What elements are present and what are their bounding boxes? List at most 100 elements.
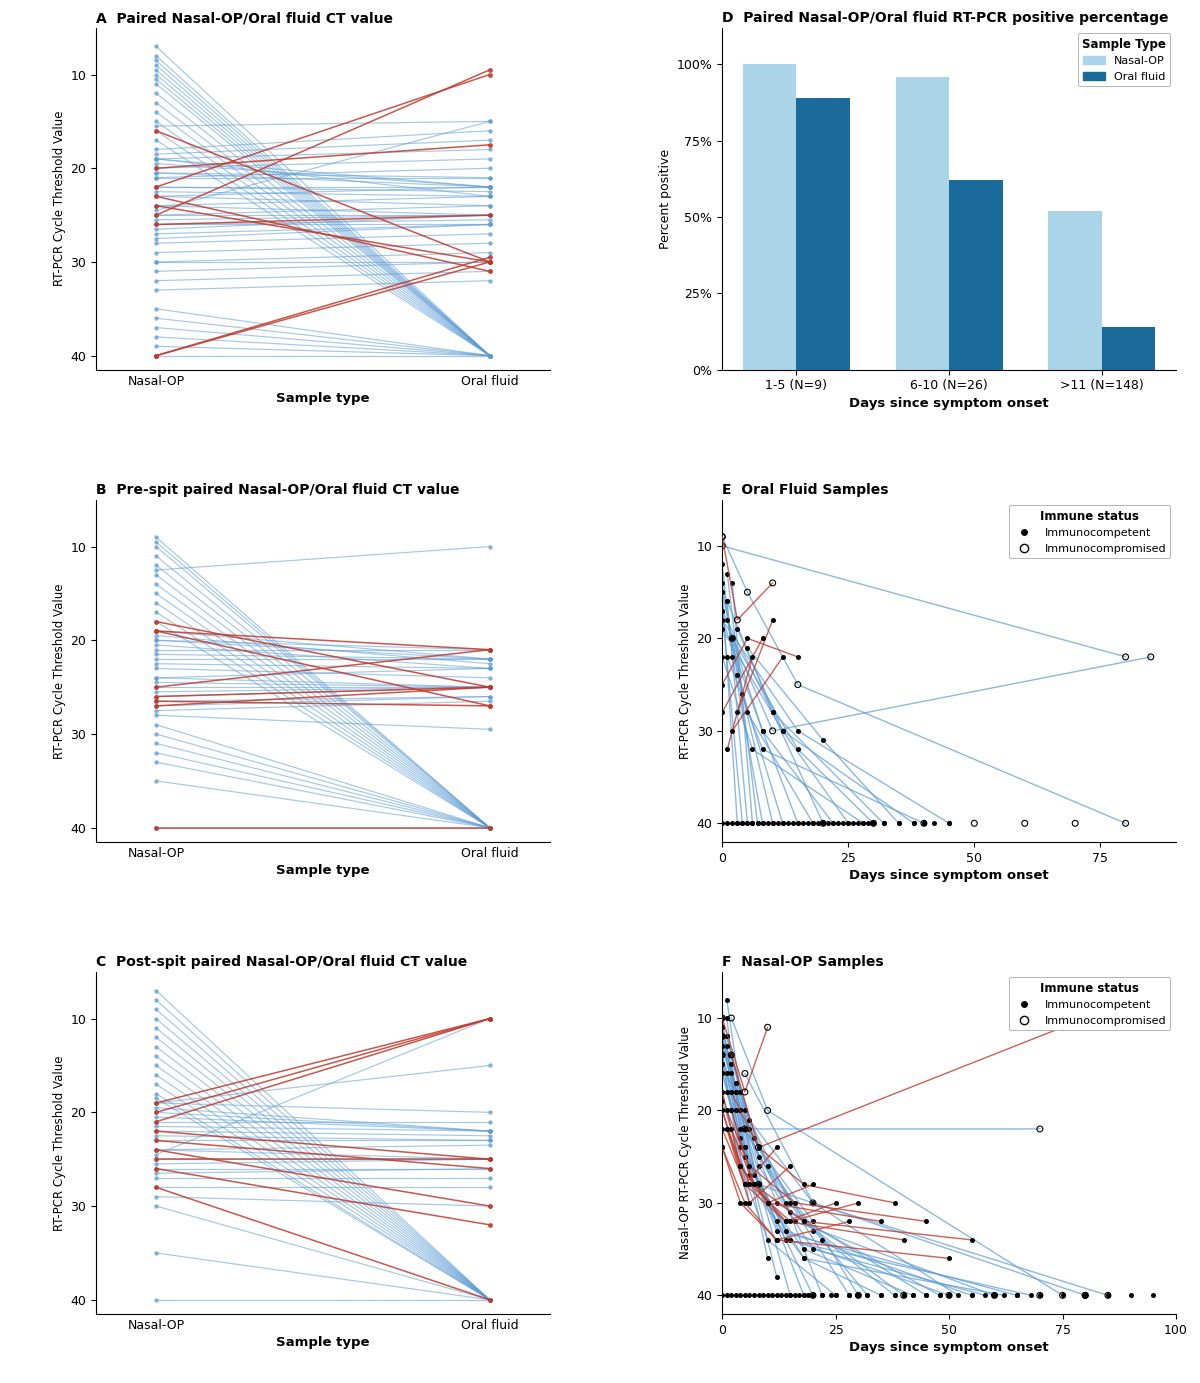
Point xyxy=(749,1173,768,1195)
Point xyxy=(146,686,166,708)
Point xyxy=(839,812,858,834)
Point xyxy=(726,1082,745,1104)
Point xyxy=(146,1153,166,1176)
Point xyxy=(773,812,792,834)
Point xyxy=(146,185,166,207)
Point xyxy=(736,1082,755,1104)
Point xyxy=(480,205,499,227)
Point xyxy=(146,227,166,249)
Point xyxy=(752,812,772,834)
Point xyxy=(146,694,166,716)
Point xyxy=(736,1099,755,1122)
Point xyxy=(146,1111,166,1133)
Point xyxy=(718,1099,737,1122)
Point xyxy=(480,185,499,207)
Y-axis label: RT-PCR Cycle Threshold Value: RT-PCR Cycle Threshold Value xyxy=(53,1055,66,1231)
Point xyxy=(480,270,499,292)
Y-axis label: Percent positive: Percent positive xyxy=(660,148,672,249)
Point xyxy=(480,344,499,366)
Point xyxy=(740,1155,760,1177)
Point xyxy=(812,1285,832,1307)
Point xyxy=(480,344,499,366)
Point xyxy=(773,719,792,741)
Point xyxy=(480,817,499,839)
Point xyxy=(778,812,797,834)
Point xyxy=(146,307,166,329)
Point xyxy=(146,44,166,66)
Point xyxy=(146,582,166,604)
Point xyxy=(768,812,787,834)
Point xyxy=(146,690,166,712)
Point xyxy=(480,176,499,198)
Point xyxy=(146,1087,166,1109)
Point xyxy=(146,195,166,217)
Point xyxy=(814,812,833,834)
Point xyxy=(480,1134,499,1156)
Point xyxy=(480,1167,499,1189)
Point xyxy=(749,1145,768,1167)
Point xyxy=(858,1285,877,1307)
Point xyxy=(773,812,792,834)
Point xyxy=(727,812,746,834)
Point xyxy=(840,1285,859,1307)
Point xyxy=(146,1177,166,1199)
Point xyxy=(146,142,166,165)
Point xyxy=(480,134,499,156)
Point xyxy=(736,1137,755,1159)
Point xyxy=(718,1025,737,1047)
Point xyxy=(480,817,499,839)
Point xyxy=(146,54,166,76)
Point xyxy=(146,1148,166,1170)
Point xyxy=(914,812,934,834)
Point xyxy=(480,250,499,272)
Point xyxy=(853,812,872,834)
Point xyxy=(146,166,166,188)
Point xyxy=(722,719,742,741)
Point xyxy=(718,1007,737,1029)
Point xyxy=(767,1210,786,1232)
Point xyxy=(146,559,166,581)
Point xyxy=(713,535,732,557)
Point xyxy=(480,817,499,839)
Point xyxy=(731,1099,750,1122)
Point xyxy=(781,1210,800,1232)
Point xyxy=(480,817,499,839)
Point xyxy=(772,1285,791,1307)
Point xyxy=(721,1099,740,1122)
Point xyxy=(146,176,166,198)
Point xyxy=(146,101,166,123)
Point xyxy=(726,1285,745,1307)
Point xyxy=(763,701,782,723)
Point xyxy=(480,676,499,698)
Point xyxy=(713,618,732,640)
Point xyxy=(146,1185,166,1207)
Bar xyxy=(743,65,797,369)
Point xyxy=(146,1162,166,1184)
Point xyxy=(871,1285,890,1307)
Point xyxy=(146,545,166,567)
Point xyxy=(480,58,499,80)
Point xyxy=(146,1093,166,1115)
Point xyxy=(146,82,166,104)
Point xyxy=(743,812,762,834)
Point xyxy=(743,812,762,834)
Point xyxy=(146,326,166,349)
Point xyxy=(480,1111,499,1133)
Point xyxy=(480,639,499,661)
Point xyxy=(758,1229,778,1252)
Point xyxy=(812,1229,832,1252)
Point xyxy=(480,1195,499,1217)
Point xyxy=(744,1173,763,1195)
Point xyxy=(848,1285,868,1307)
Point xyxy=(480,1148,499,1170)
Point xyxy=(480,1289,499,1311)
Point xyxy=(826,1285,845,1307)
Point xyxy=(721,1054,740,1076)
Y-axis label: RT-PCR Cycle Threshold Value: RT-PCR Cycle Threshold Value xyxy=(53,584,66,758)
Point xyxy=(994,1285,1013,1307)
Point xyxy=(480,1158,499,1180)
Point xyxy=(480,639,499,661)
Point xyxy=(718,1117,737,1140)
Point xyxy=(480,1289,499,1311)
Point xyxy=(146,610,166,632)
